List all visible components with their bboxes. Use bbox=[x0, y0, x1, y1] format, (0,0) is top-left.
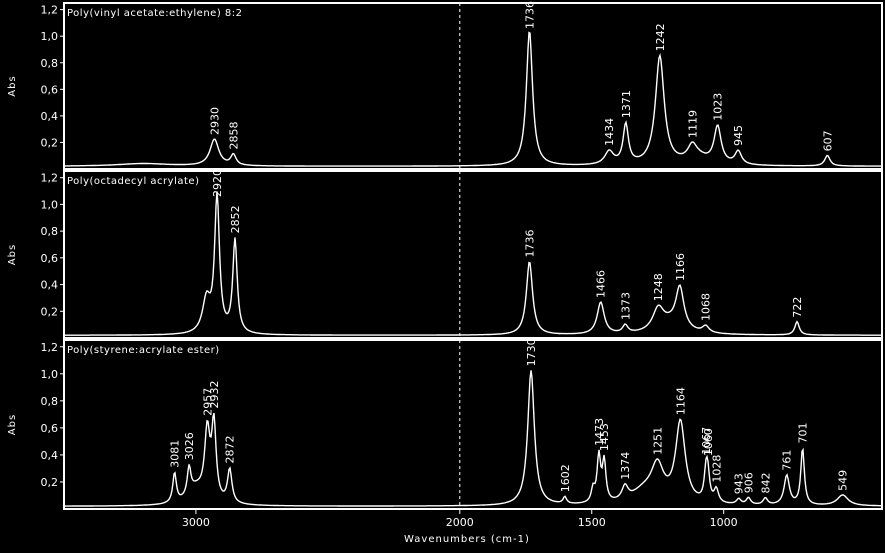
peak-label-2957: 2957 bbox=[201, 388, 214, 416]
spectra-panels: 0,2 0,4 0,6 0,8 1,0 1,2 Abs 2930 2858 1736 1434 137… bbox=[7, 1, 883, 510]
peak-label-1028: 1028 bbox=[710, 455, 723, 483]
peak-label-1730: 1730 bbox=[525, 338, 538, 366]
y-axis-label: Abs bbox=[7, 244, 18, 265]
peak-label-701: 701 bbox=[797, 423, 810, 444]
y-tick-label: 1,0 bbox=[41, 368, 59, 381]
y-tick-label: 0,2 bbox=[41, 476, 59, 489]
y-tick-label: 0,6 bbox=[41, 252, 59, 265]
y-tick-label: 0,4 bbox=[41, 449, 59, 462]
peak-label-607: 607 bbox=[821, 130, 834, 151]
peak-label-1602: 1602 bbox=[559, 464, 572, 492]
peak-label-1248: 1248 bbox=[652, 273, 665, 301]
peak-label-2930: 2930 bbox=[208, 107, 221, 135]
y-tick-label: 1,2 bbox=[41, 4, 59, 17]
y-tick-label: 0,6 bbox=[41, 422, 59, 435]
spectrum-line bbox=[65, 191, 881, 336]
peak-label-1068: 1068 bbox=[700, 293, 713, 321]
y-tick-label: 1,0 bbox=[41, 198, 59, 211]
y-tick-label: 0,6 bbox=[41, 83, 59, 96]
peak-label-1473: 1473 bbox=[593, 418, 606, 446]
x-axis: 3000 2000 1500 1000 bbox=[182, 509, 738, 529]
peak-label-1166: 1166 bbox=[674, 253, 687, 281]
x-axis-label: Wavenumbers (cm-1) bbox=[404, 534, 530, 545]
panel-title: Poly(octadecyl acrylate) bbox=[67, 176, 199, 187]
peak-label-2858: 2858 bbox=[227, 122, 240, 150]
peak-label-2932: 2932 bbox=[208, 381, 221, 409]
peak-label-1453: 1453 bbox=[598, 423, 611, 451]
peak-label-2852: 2852 bbox=[229, 205, 242, 233]
peak-label-549: 549 bbox=[837, 470, 850, 491]
peak-label-2872: 2872 bbox=[224, 436, 237, 464]
peak-label-1434: 1434 bbox=[603, 118, 616, 146]
panel-title: Poly(styrene:acrylate ester) bbox=[67, 345, 220, 356]
y-tick-label: 0,8 bbox=[41, 395, 59, 408]
peak-label-722: 722 bbox=[791, 297, 804, 318]
peak-label-943: 943 bbox=[733, 473, 746, 494]
panel-frame bbox=[63, 2, 883, 170]
y-tick-label: 1,2 bbox=[41, 341, 59, 354]
peak-label-1373: 1373 bbox=[619, 292, 632, 320]
y-axis-label: Abs bbox=[7, 75, 18, 96]
y-tick-label: 1,2 bbox=[41, 172, 59, 185]
x-tick-label: 2000 bbox=[446, 516, 474, 529]
peak-label-842: 842 bbox=[759, 473, 772, 494]
spectrum-line bbox=[65, 370, 881, 507]
peak-label-1242: 1242 bbox=[654, 23, 667, 51]
peak-label-1164: 1164 bbox=[674, 387, 687, 415]
y-tick-label: 1,0 bbox=[41, 30, 59, 43]
peak-label-3081: 3081 bbox=[169, 440, 182, 468]
y-tick-label: 0,4 bbox=[41, 279, 59, 292]
peak-label-906: 906 bbox=[743, 472, 756, 493]
peak-label-1067: 1067 bbox=[700, 427, 713, 455]
y-tick-label: 0,8 bbox=[41, 225, 59, 238]
panel-frame bbox=[63, 339, 883, 510]
peak-label-1374: 1374 bbox=[619, 452, 632, 480]
peak-label-1736: 1736 bbox=[524, 230, 537, 258]
peak-label-3026: 3026 bbox=[183, 432, 196, 460]
spectrum-line bbox=[65, 31, 881, 167]
spectrum-panel-2: 0,2 0,4 0,6 0,8 1,0 1,2 Abs 2920 2852 1736 1466 137… bbox=[7, 169, 883, 339]
y-tick-label: 0,2 bbox=[41, 305, 59, 318]
peak-label-1060: 1060 bbox=[702, 428, 715, 456]
y-tick-label: 0,2 bbox=[41, 136, 59, 149]
panel-frame bbox=[63, 170, 883, 339]
peak-label-761: 761 bbox=[781, 450, 794, 471]
peak-label-1251: 1251 bbox=[651, 427, 664, 455]
peak-label-1736: 1736 bbox=[524, 1, 537, 29]
peak-label-1466: 1466 bbox=[595, 270, 608, 298]
panel-title: Poly(vinyl acetate:ethylene) 8:2 bbox=[67, 8, 243, 19]
x-tick-label: 1500 bbox=[578, 516, 606, 529]
peak-label-1371: 1371 bbox=[620, 90, 633, 118]
peak-label-945: 945 bbox=[732, 125, 745, 146]
peak-label-2920: 2920 bbox=[211, 169, 224, 197]
peak-label-1023: 1023 bbox=[712, 93, 725, 121]
y-axis-label: Abs bbox=[7, 414, 18, 435]
x-tick-label: 1000 bbox=[710, 516, 738, 529]
y-tick-label: 0,8 bbox=[41, 57, 59, 70]
peak-label-1119: 1119 bbox=[686, 110, 699, 138]
x-tick-label: 3000 bbox=[182, 516, 210, 529]
spectrum-panel-1: 0,2 0,4 0,6 0,8 1,0 1,2 Abs 2930 2858 1736 1434 137… bbox=[7, 1, 883, 170]
y-tick-label: 0,4 bbox=[41, 110, 59, 123]
